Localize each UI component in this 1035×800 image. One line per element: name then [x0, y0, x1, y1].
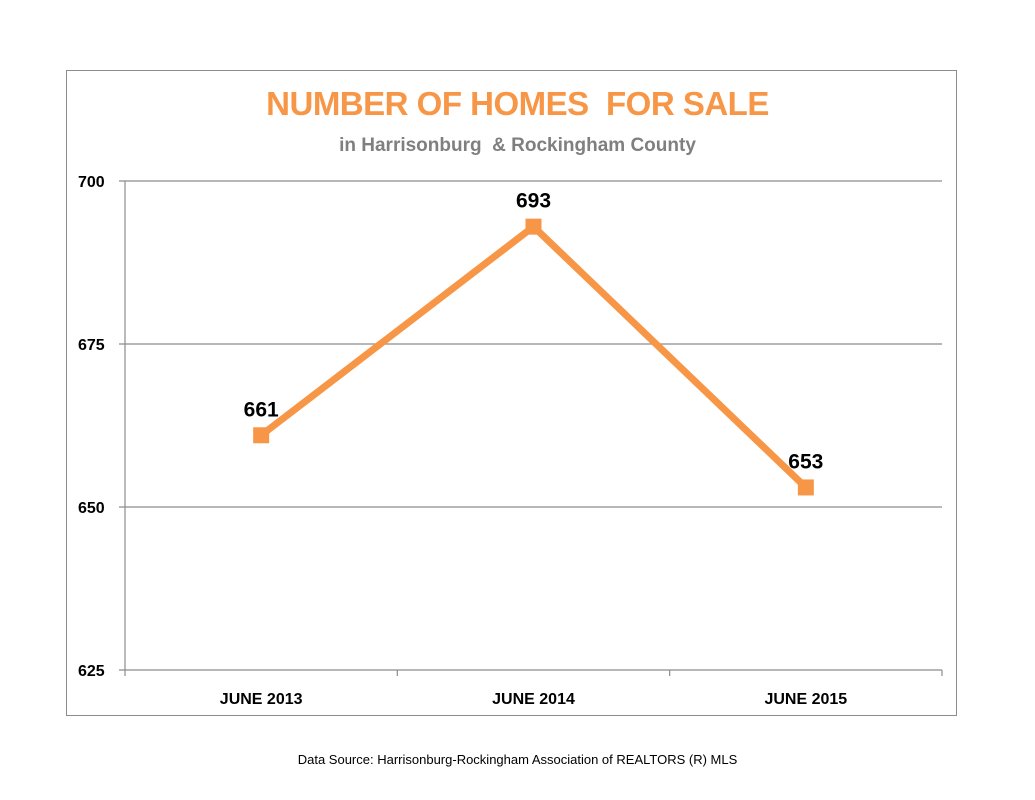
chart-frame — [66, 70, 957, 716]
chart-title: NUMBER OF HOMES FOR SALE — [266, 85, 769, 122]
y-tick-label-650: 650 — [78, 500, 105, 517]
y-tick-label-700: 700 — [78, 174, 105, 191]
data-label-2: 653 — [788, 450, 823, 473]
series-line-0 — [259, 222, 809, 490]
x-tick-label-0: JUNE 2013 — [220, 691, 303, 708]
y-tick-label-675: 675 — [78, 337, 105, 354]
x-tick-label-2: JUNE 2015 — [764, 691, 847, 708]
x-tick-label-1: JUNE 2014 — [492, 691, 575, 708]
data-point-0 — [253, 427, 270, 444]
chart-subtitle: in Harrisonburg & Rockingham County — [339, 135, 696, 156]
data-label-1: 693 — [516, 190, 551, 213]
data-source-note: Data Source: Harrisonburg-Rockingham Ass… — [297, 752, 738, 767]
y-tick-label-625: 625 — [78, 663, 105, 680]
data-point-1 — [525, 218, 542, 235]
data-label-0: 661 — [244, 398, 279, 421]
data-point-2 — [797, 479, 814, 496]
